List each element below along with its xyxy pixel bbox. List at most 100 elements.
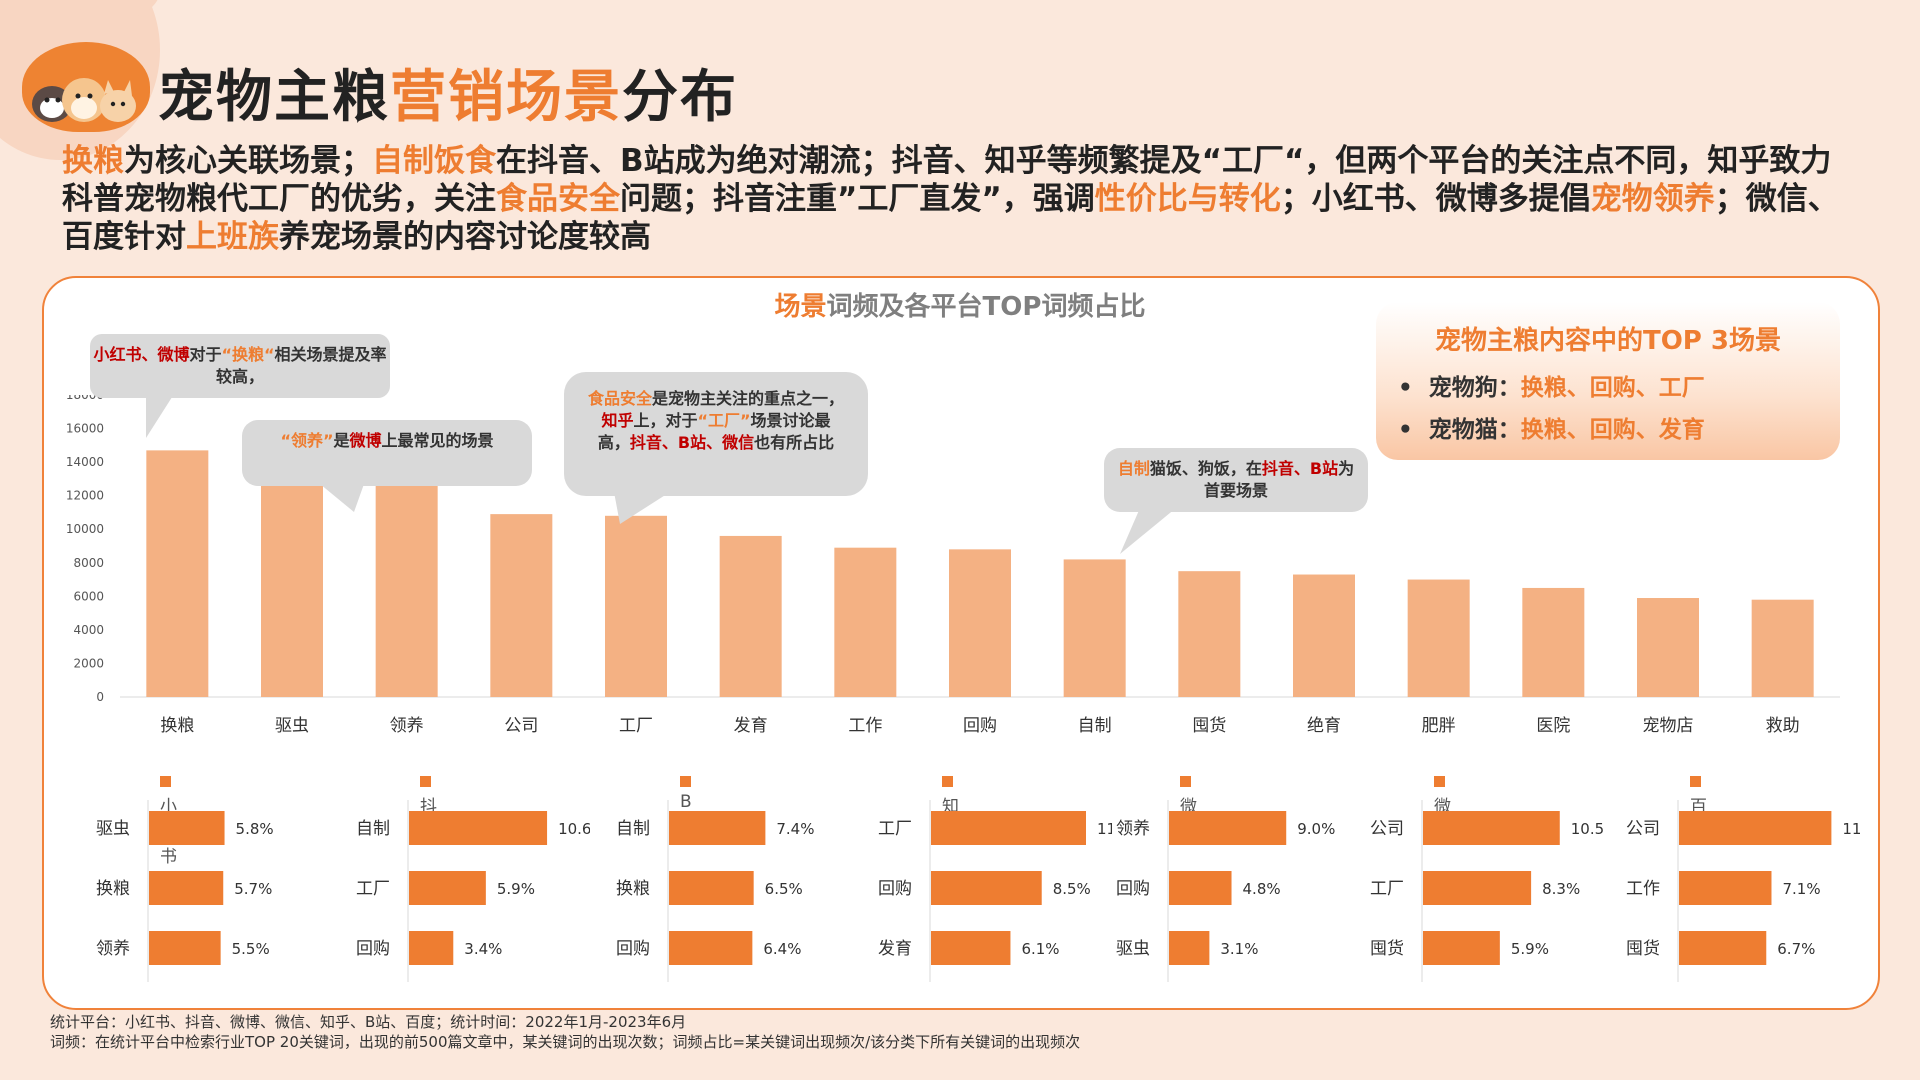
category-label: 领养 (96, 939, 130, 959)
x-tick-label: 换粮 (160, 716, 194, 736)
category-label: 囤货 (1626, 939, 1660, 959)
y-tick-label: 14000 (66, 455, 104, 469)
data-label: 3.4% (464, 940, 502, 958)
data-label: 5.9% (1511, 940, 1549, 958)
data-label: 5.7% (234, 880, 272, 898)
data-label: 10.6% (558, 820, 590, 838)
bar-自制 (409, 811, 548, 845)
data-label: 7.4% (776, 820, 814, 838)
bar-公司 (1679, 811, 1832, 845)
data-label: 11.7% (1842, 820, 1860, 838)
data-label: 6.4% (763, 940, 801, 958)
legend-swatch (1690, 776, 1701, 787)
x-tick-label: 公司 (504, 716, 538, 736)
platform-bars-百度: 公司 11.7% 工作 7.1% 囤货 6.7% (1626, 800, 1860, 982)
y-tick-label: 4000 (73, 623, 104, 637)
bar-回购 (409, 931, 454, 965)
platform-bars-抖音: 自制 10.6% 工厂 5.9% 回购 3.4% (356, 800, 590, 982)
bar-工厂 (605, 515, 667, 697)
y-tick-label: 12000 (66, 489, 104, 503)
category-label: 自制 (356, 819, 390, 839)
x-tick-label: 工厂 (619, 716, 653, 736)
category-label: 回购 (1116, 879, 1150, 899)
bar-换粮 (149, 871, 224, 905)
data-label: 6.7% (1777, 940, 1815, 958)
footnote-line-2: 词频：在统计平台中检索行业TOP 20关键词，出现的前500篇文章中，某关键词的… (50, 1033, 1081, 1051)
bar-工作 (834, 547, 897, 697)
top3-scenes-box: 宠物主粮内容中的TOP 3场景 • 宠物狗：换粮、回购、工厂 • 宠物猫：换粮、… (1376, 302, 1840, 460)
category-label: 驱虫 (96, 819, 130, 839)
category-label: 公司 (1370, 819, 1404, 839)
legend-swatch (420, 776, 431, 787)
data-label: 6.5% (765, 880, 803, 898)
y-tick-label: 8000 (73, 556, 104, 570)
category-label: 工厂 (878, 819, 912, 839)
category-label: 换粮 (616, 879, 650, 899)
category-label: 工厂 (1370, 879, 1404, 899)
bar-公司 (490, 514, 553, 697)
bar-回购 (669, 931, 753, 965)
y-tick-label: 2000 (73, 656, 104, 670)
chart-title: 场景词频及各平台TOP词频占比 (774, 292, 1146, 322)
data-label: 8.5% (1053, 880, 1091, 898)
data-label: 3.1% (1220, 940, 1258, 958)
callout-pointer (1120, 508, 1176, 554)
bar-宠物店 (1637, 598, 1699, 697)
callout-bubble-2: “领养”是微博上最常见的场景 (242, 420, 532, 486)
platform-bars-知乎: 工厂 11.9% 回购 8.5% 发育 6.1% (878, 800, 1112, 982)
platform-bars-微信: 公司 10.5% 工厂 8.3% 囤货 5.9% (1370, 800, 1604, 982)
bar-领养 (375, 453, 438, 697)
bar-发育 (719, 535, 782, 697)
bar-领养 (149, 931, 221, 965)
bar-工厂 (1423, 871, 1532, 905)
bar-驱虫 (1169, 931, 1210, 965)
bar-囤货 (1423, 931, 1500, 965)
category-label: 发育 (878, 939, 912, 959)
bar-公司 (1423, 811, 1560, 845)
bar-领养 (1169, 811, 1287, 845)
bar-回购 (1169, 871, 1232, 905)
x-tick-label: 工作 (848, 716, 882, 736)
category-label: 囤货 (1370, 939, 1404, 959)
platform-bars-B站: 自制 7.4% 换粮 6.5% 回购 6.4% (616, 800, 814, 982)
y-tick-label: 18000 (66, 395, 104, 402)
y-tick-label: 10000 (66, 522, 104, 536)
data-label: 5.9% (497, 880, 535, 898)
y-tick-label: 0 (96, 690, 104, 704)
top3-dog-line: • 宠物狗：换粮、回购、工厂 (1398, 375, 1705, 401)
footnote: 统计平台：小红书、抖音、微博、微信、知乎、B站、百度；统计时间：2022年1月-… (50, 1012, 1080, 1052)
callout-pointer (320, 484, 364, 512)
y-tick-label: 6000 (73, 589, 104, 603)
bar-救助 (1751, 599, 1814, 697)
callout-bubble-3: 食品安全是宠物主关注的重点之一，知乎上，对于“工厂”场景讨论最高，抖音、B站、微… (564, 372, 868, 496)
legend-swatch (1180, 776, 1191, 787)
x-tick-label: 自制 (1078, 716, 1112, 736)
category-label: 回购 (356, 939, 390, 959)
x-tick-label: 绝育 (1307, 716, 1341, 736)
platform-bars-微博: 领养 9.0% 回购 4.8% 驱虫 3.1% (1116, 800, 1335, 982)
bar-工作 (1679, 871, 1772, 905)
bar-换粮 (669, 871, 754, 905)
x-tick-label: 发育 (734, 716, 768, 736)
data-label: 9.0% (1297, 820, 1335, 838)
bar-驱虫 (149, 811, 225, 845)
page-title: 宠物主粮营销场景分布 (158, 65, 738, 130)
legend-swatch (160, 776, 171, 787)
legend-swatch (942, 776, 953, 787)
callout-bubble-1: 小红书、微博对于“换粮“相关场景提及率较高， (90, 334, 390, 398)
x-tick-label: 领养 (390, 716, 424, 736)
x-tick-label: 驱虫 (275, 716, 309, 736)
x-tick-label: 宠物店 (1643, 716, 1694, 736)
category-label: 回购 (616, 939, 650, 959)
data-label: 7.1% (1782, 880, 1820, 898)
data-label: 4.8% (1243, 880, 1281, 898)
bar-医院 (1522, 587, 1585, 697)
callout-pointer (614, 492, 670, 524)
x-tick-label: 囤货 (1192, 716, 1226, 736)
category-label: 公司 (1626, 819, 1660, 839)
callout-bubble-4: 自制猫饭、狗饭，在抖音、B站为首要场景 (1104, 448, 1368, 512)
data-label: 10.5% (1571, 820, 1604, 838)
pets-mascot-icon (22, 42, 150, 132)
data-label: 5.5% (232, 940, 270, 958)
data-label: 11.9% (1097, 820, 1112, 838)
